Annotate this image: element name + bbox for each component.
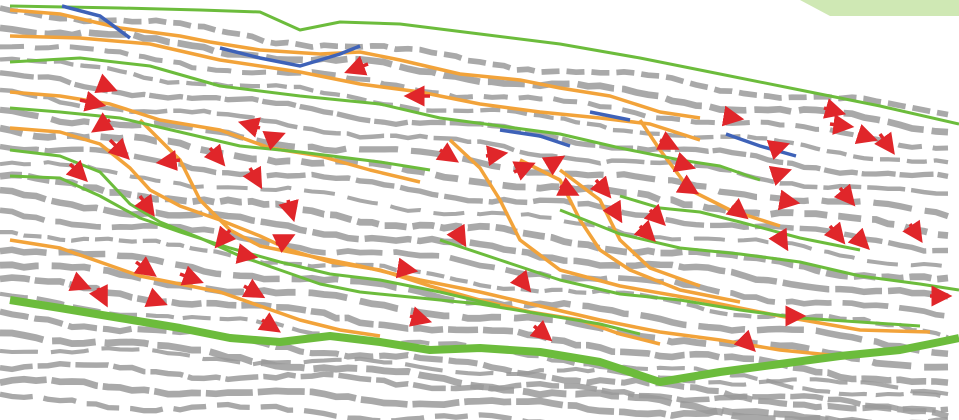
red-arrow-icon bbox=[829, 114, 855, 135]
horizon-line bbox=[439, 238, 921, 328]
red-arrow-icon bbox=[179, 265, 204, 286]
reflector-line bbox=[0, 5, 949, 118]
red-arrow-icon bbox=[257, 312, 281, 333]
red-arrow-icon bbox=[144, 287, 168, 308]
red-arrow-icon bbox=[344, 55, 369, 76]
corner-tint bbox=[800, 0, 959, 16]
fault-line bbox=[448, 138, 931, 334]
red-arrow-icon bbox=[847, 227, 870, 250]
red-arrow-icon bbox=[435, 142, 459, 163]
red-arrow-icon bbox=[854, 124, 878, 144]
red-arrow-icon bbox=[512, 161, 536, 181]
red-arrow-icon bbox=[602, 199, 623, 224]
red-arrow-icon bbox=[68, 271, 92, 292]
fault-line bbox=[9, 90, 421, 184]
red-arrow-icon bbox=[556, 176, 580, 196]
red-arrow-icon bbox=[242, 165, 263, 190]
reflector-line bbox=[0, 171, 949, 283]
reflector-line bbox=[0, 24, 949, 136]
red-arrow-icon bbox=[675, 174, 700, 195]
red-arrow-icon bbox=[902, 219, 923, 243]
red-arrow-icon bbox=[155, 150, 181, 171]
red-arrow-icon bbox=[134, 193, 155, 217]
reflector-line bbox=[0, 56, 949, 165]
red-arrow-icon bbox=[278, 199, 299, 223]
red-arrow-icon bbox=[589, 175, 612, 199]
red-arrow-icon bbox=[823, 221, 846, 245]
red-arrow-icon bbox=[721, 105, 745, 127]
red-arrow-icon bbox=[766, 140, 790, 160]
horizon-line bbox=[9, 106, 431, 172]
horizon-lines bbox=[9, 4, 959, 386]
red-arrow-icon bbox=[237, 117, 261, 138]
fault-line bbox=[9, 8, 701, 120]
red-arrow-icon bbox=[672, 152, 696, 172]
red-arrow-icon bbox=[79, 91, 107, 112]
red-arrow-icon bbox=[633, 219, 656, 242]
red-arrow-icon bbox=[874, 131, 895, 155]
red-arrow-icon bbox=[446, 223, 467, 248]
fault-lines bbox=[9, 8, 941, 358]
seismic-reflectors bbox=[0, 5, 949, 420]
red-arrow-icon bbox=[91, 112, 115, 133]
red-arrow-icon bbox=[768, 227, 789, 252]
red-arrow-icon bbox=[88, 284, 108, 308]
slip-arrows bbox=[65, 55, 953, 352]
red-arrow-icon bbox=[107, 137, 130, 160]
reflector-line bbox=[0, 207, 949, 319]
reflector-line bbox=[0, 291, 949, 401]
reflector-line bbox=[0, 346, 949, 397]
red-arrow-icon bbox=[272, 234, 296, 254]
fault-line bbox=[9, 238, 381, 338]
reflector-line bbox=[0, 186, 949, 300]
red-arrow-icon bbox=[529, 319, 553, 342]
reflector-line bbox=[0, 43, 949, 151]
horizon-line bbox=[9, 4, 959, 126]
reflector-line bbox=[0, 160, 949, 269]
horizon-line bbox=[9, 296, 959, 386]
red-arrow-icon bbox=[725, 197, 749, 220]
fault-line bbox=[138, 118, 941, 358]
reflector-line bbox=[0, 124, 949, 239]
red-arrow-icon bbox=[509, 269, 532, 293]
blue-horizon-segment bbox=[589, 110, 631, 122]
fault-line bbox=[9, 34, 701, 142]
red-arrow-icon bbox=[777, 189, 801, 211]
red-arrow-icon bbox=[94, 73, 118, 94]
red-arrow-icon bbox=[485, 145, 509, 167]
red-arrow-icon bbox=[395, 257, 419, 279]
blue-horizon-segment bbox=[219, 44, 361, 68]
red-arrow-icon bbox=[541, 155, 566, 176]
red-arrow-icon bbox=[768, 166, 792, 186]
red-arrow-icon bbox=[409, 306, 433, 327]
red-arrow-icon bbox=[203, 143, 226, 167]
blue-horizon-segment bbox=[499, 128, 571, 148]
reflector-line bbox=[0, 391, 546, 420]
red-arrow-icon bbox=[133, 256, 157, 277]
red-arrow-icon bbox=[656, 130, 680, 150]
red-arrow-icon bbox=[241, 278, 266, 299]
reflector-line bbox=[0, 261, 949, 371]
red-arrow-icon bbox=[214, 225, 237, 249]
horizon-line bbox=[559, 208, 959, 292]
red-arrow-icon bbox=[833, 183, 856, 207]
horizon-line bbox=[9, 148, 641, 336]
reflector-line bbox=[0, 308, 949, 420]
red-arrow-icon bbox=[823, 98, 847, 119]
reflector-line bbox=[0, 361, 949, 413]
red-arrow-icon bbox=[733, 329, 756, 352]
fault-line bbox=[558, 168, 701, 288]
red-arrow-icon bbox=[643, 203, 666, 226]
red-arrow-icon bbox=[65, 159, 88, 182]
reflector-line bbox=[0, 375, 948, 420]
red-arrow-icon bbox=[235, 243, 259, 264]
red-arrow-icon bbox=[262, 130, 286, 151]
blue-horizon-segment bbox=[61, 4, 132, 40]
